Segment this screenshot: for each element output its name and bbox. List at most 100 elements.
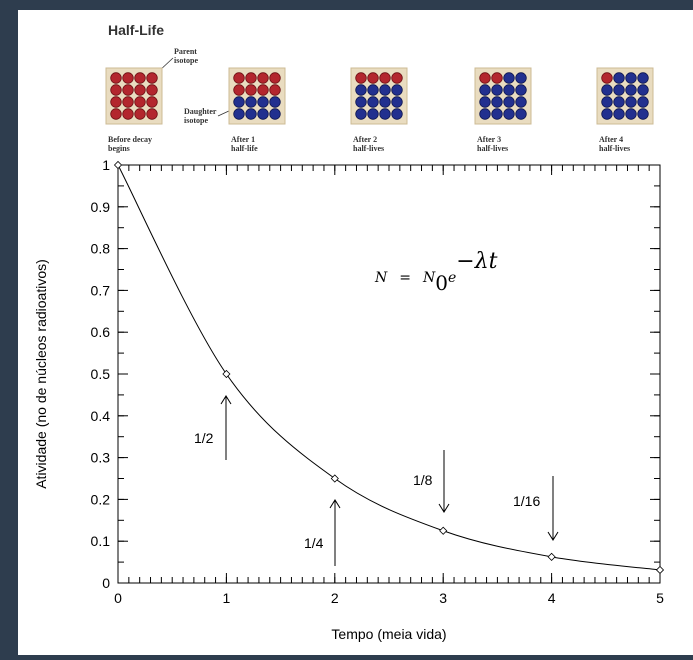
atom	[367, 72, 379, 84]
atom	[110, 108, 122, 120]
formula: N = N0e−λt	[374, 249, 498, 295]
atom	[146, 84, 158, 96]
arrows	[220, 395, 559, 566]
atom	[637, 96, 649, 108]
atom	[257, 84, 269, 96]
atom	[491, 72, 503, 84]
y-tick-label: 0.2	[91, 491, 111, 507]
point-marker	[330, 474, 339, 483]
annotation: 1/4	[304, 535, 324, 551]
arrow-head	[220, 395, 232, 405]
atom	[491, 84, 503, 96]
atom	[134, 108, 146, 120]
annotation: 1/2	[194, 430, 214, 446]
atom	[355, 72, 367, 84]
atom	[391, 108, 403, 120]
atom	[613, 108, 625, 120]
atom	[245, 108, 257, 120]
atom	[613, 72, 625, 84]
atom	[613, 84, 625, 96]
atom	[269, 84, 281, 96]
atom	[491, 108, 503, 120]
atom	[367, 96, 379, 108]
point-marker	[222, 369, 231, 379]
atom	[233, 96, 245, 108]
atom	[625, 96, 637, 108]
atom	[245, 84, 257, 96]
y-tick-label: 0	[102, 575, 110, 591]
atom	[601, 72, 613, 84]
formula-part: N	[422, 270, 436, 286]
atom	[245, 72, 257, 84]
atom	[146, 96, 158, 108]
atom	[257, 72, 269, 84]
annotation: 1/16	[513, 493, 540, 509]
atom	[625, 108, 637, 120]
atom	[601, 84, 613, 96]
atom	[122, 72, 134, 84]
atom	[601, 108, 613, 120]
atom	[110, 96, 122, 108]
atom	[355, 84, 367, 96]
atom	[515, 84, 527, 96]
arrow-head	[547, 531, 559, 541]
y-tick-label: 0.7	[91, 282, 111, 298]
x-tick-label: 4	[548, 590, 556, 606]
atom	[491, 96, 503, 108]
atom	[122, 84, 134, 96]
header-title: Half-Life	[108, 22, 164, 38]
y-axis-label: Atividade (no de núcleos radioativos)	[33, 259, 49, 489]
panel-caption: Before decay	[108, 135, 152, 144]
x-tick-label: 5	[656, 590, 664, 606]
panel-caption: After 1	[231, 135, 255, 144]
atom	[134, 72, 146, 84]
formula-part: N	[374, 270, 388, 286]
point-marker	[547, 552, 556, 561]
parent-label: isotope	[174, 56, 198, 65]
y-tick-label: 0.6	[91, 324, 111, 340]
atom	[355, 96, 367, 108]
y-tick-label: 0.1	[91, 533, 111, 549]
y-tick-label: 0.4	[91, 408, 111, 424]
atom	[503, 96, 515, 108]
y-tick-label: 0.8	[91, 241, 111, 257]
atom	[503, 84, 515, 96]
atom	[515, 96, 527, 108]
parent-label: Parent	[174, 47, 197, 56]
atom	[134, 84, 146, 96]
x-tick-label: 1	[223, 590, 231, 606]
atom	[391, 84, 403, 96]
atom	[134, 96, 146, 108]
panel-caption: After 4	[599, 135, 623, 144]
atom	[637, 72, 649, 84]
atom	[122, 108, 134, 120]
panel-caption: After 3	[477, 135, 501, 144]
atom	[625, 84, 637, 96]
x-tick-label: 2	[331, 590, 339, 606]
atom	[379, 84, 391, 96]
atom	[379, 96, 391, 108]
atom	[367, 84, 379, 96]
atom	[355, 108, 367, 120]
point-marker	[113, 160, 123, 170]
atom	[233, 84, 245, 96]
x-tick-label: 3	[439, 590, 447, 606]
formula-part: =	[399, 270, 411, 286]
atom	[479, 84, 491, 96]
annotation: 1/8	[413, 472, 433, 488]
y-tick-label: 0.5	[91, 366, 111, 382]
y-tick-label: 1	[102, 157, 110, 173]
atom	[479, 108, 491, 120]
atom	[391, 96, 403, 108]
atom	[479, 96, 491, 108]
y-tick-label: 0.3	[91, 450, 111, 466]
atom	[269, 108, 281, 120]
atom	[379, 72, 391, 84]
atom	[257, 96, 269, 108]
point-marker	[655, 565, 665, 575]
atom	[110, 72, 122, 84]
y-tick-label: 0.9	[91, 199, 111, 215]
atom	[637, 108, 649, 120]
atom	[503, 108, 515, 120]
